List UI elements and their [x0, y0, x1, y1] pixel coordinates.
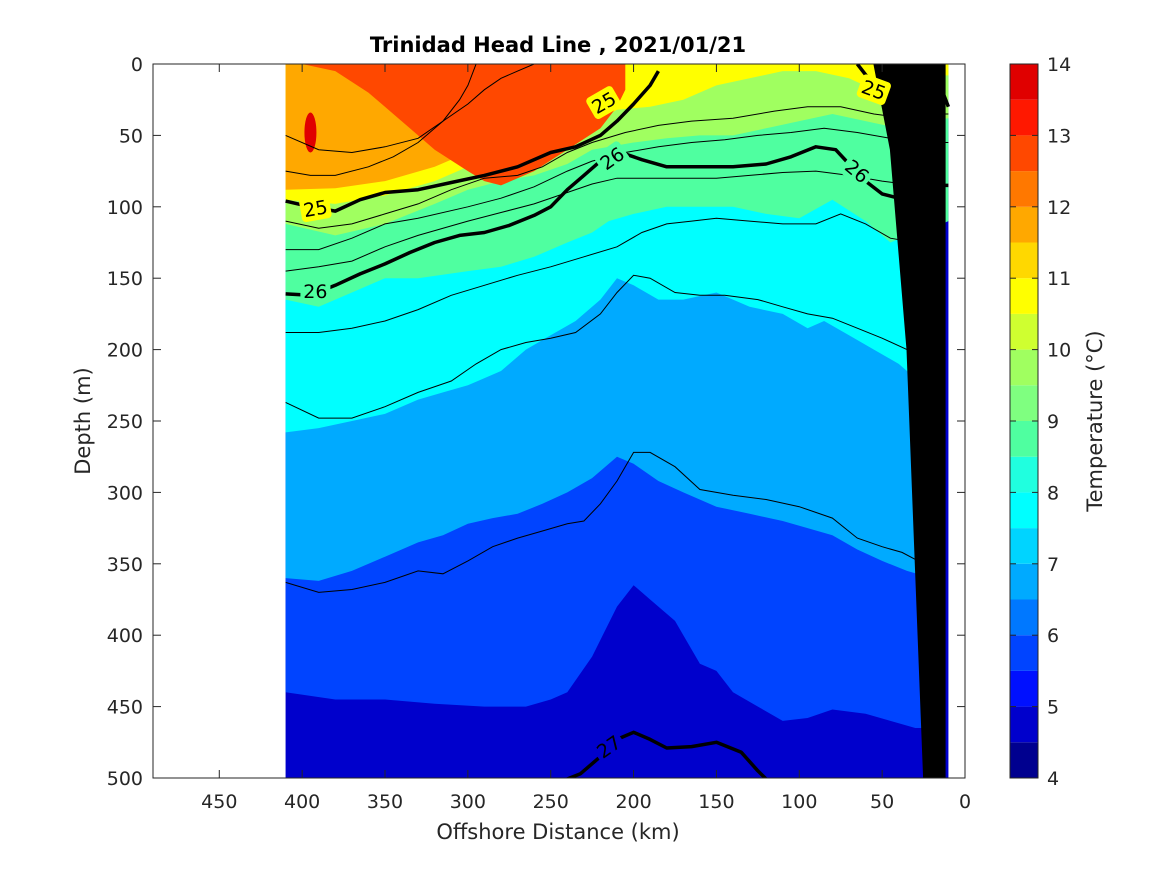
- colorbar: 4 5 6 7 8 9 10 11 12 13 14: [1009, 54, 1071, 790]
- colorbar-tick-label: 13: [1047, 125, 1071, 147]
- y-tick-label: 150: [107, 268, 143, 290]
- y-axis-label: Depth (m): [71, 367, 95, 474]
- colorbar-segment: [1010, 206, 1038, 243]
- colorbar-segment: [1010, 635, 1038, 671]
- colorbar-segment: [1010, 456, 1038, 493]
- colorbar-tick-label: 9: [1047, 411, 1059, 433]
- colorbar-segment: [1010, 242, 1038, 279]
- x-tick-label: 100: [781, 791, 817, 813]
- y-tick-label: 450: [107, 697, 143, 719]
- seafloor-topography: [873, 64, 946, 778]
- colorbar-segment: [1010, 278, 1038, 314]
- density-contour-thin-1: [285, 64, 477, 176]
- colorbar-tick-label: 6: [1047, 625, 1059, 647]
- x-tick-label: 400: [284, 791, 320, 813]
- temperature-band-12p5: [285, 64, 626, 186]
- contour-label-26: 26: [300, 279, 331, 304]
- x-tick-label: 250: [533, 791, 569, 813]
- y-tick-label: 200: [107, 340, 143, 362]
- colorbar-tick-label: 10: [1047, 340, 1071, 362]
- colorbar-tick-label: 4: [1047, 768, 1059, 790]
- temperature-core-13p5: [304, 112, 317, 153]
- x-axis: 450 400 350 300 250 200 150 100 50 0: [201, 64, 971, 813]
- temperature-fill-layer: [285, 64, 949, 778]
- colorbar-tick-label: 12: [1047, 197, 1071, 219]
- density-contour-bold-27-3: [565, 730, 768, 778]
- x-tick-label: 200: [615, 791, 651, 813]
- x-tick-label: 350: [367, 791, 403, 813]
- colorbar-tick-label: 8: [1047, 482, 1059, 504]
- y-tick-label: 500: [107, 768, 143, 790]
- colorbar-tick-label: 5: [1047, 697, 1059, 719]
- colorbar-tick-label: 11: [1047, 268, 1071, 290]
- colorbar-segment: [1010, 706, 1038, 743]
- svg-text:25: 25: [302, 196, 330, 222]
- colorbar-segment: [1010, 528, 1038, 564]
- x-tick-label: 0: [959, 791, 971, 813]
- y-tick-label: 350: [107, 554, 143, 576]
- density-contour-thin-4: [285, 170, 946, 272]
- contour-label-25: 25: [299, 194, 332, 222]
- density-contour-thin-5: [285, 213, 941, 333]
- colorbar-segment: [1010, 385, 1038, 421]
- x-tick-label: 300: [450, 791, 486, 813]
- y-tick-label: 100: [107, 197, 143, 219]
- colorbar-segment: [1010, 135, 1038, 172]
- density-contour-thin-7: [285, 451, 932, 593]
- x-tick-label: 450: [201, 791, 237, 813]
- colorbar-segment: [1010, 670, 1038, 707]
- density-contour-thin-2: [285, 106, 949, 229]
- chart-title: Trinidad Head Line , 2021/01/21: [370, 33, 746, 57]
- density-contour-bold-25-0: [285, 70, 660, 213]
- x-tick-label: 50: [870, 791, 894, 813]
- y-tick-label: 400: [107, 625, 143, 647]
- colorbar-label: Temperature (°C): [1083, 330, 1107, 512]
- colorbar-segment: [1010, 171, 1038, 207]
- colorbar-segment: [1010, 599, 1038, 636]
- bathymetry-layer: [873, 64, 946, 778]
- y-tick-label: 50: [119, 125, 143, 147]
- colorbar-tick-label: 7: [1047, 554, 1059, 576]
- x-axis-label: Offshore Distance (km): [436, 820, 679, 844]
- svg-text:26: 26: [303, 281, 327, 303]
- colorbar-tick-label: 14: [1047, 54, 1071, 76]
- y-tick-label: 300: [107, 482, 143, 504]
- y-tick-label: 250: [107, 411, 143, 433]
- colorbar-segment: [1010, 349, 1038, 386]
- colorbar-segment: [1010, 563, 1038, 600]
- density-contour-thin-6: [285, 274, 946, 419]
- y-tick-label: 0: [131, 54, 143, 76]
- x-tick-label: 150: [698, 791, 734, 813]
- colorbar-segment: [1010, 99, 1038, 136]
- colorbar-segment: [1010, 313, 1038, 350]
- y-axis: 0 50 100 150 200 250 300 350 400 450 500: [107, 54, 965, 790]
- colorbar-segment: [1010, 421, 1038, 457]
- colorbar-segment: [1010, 742, 1038, 778]
- colorbar-segment: [1010, 64, 1038, 100]
- colorbar-segment: [1010, 492, 1038, 529]
